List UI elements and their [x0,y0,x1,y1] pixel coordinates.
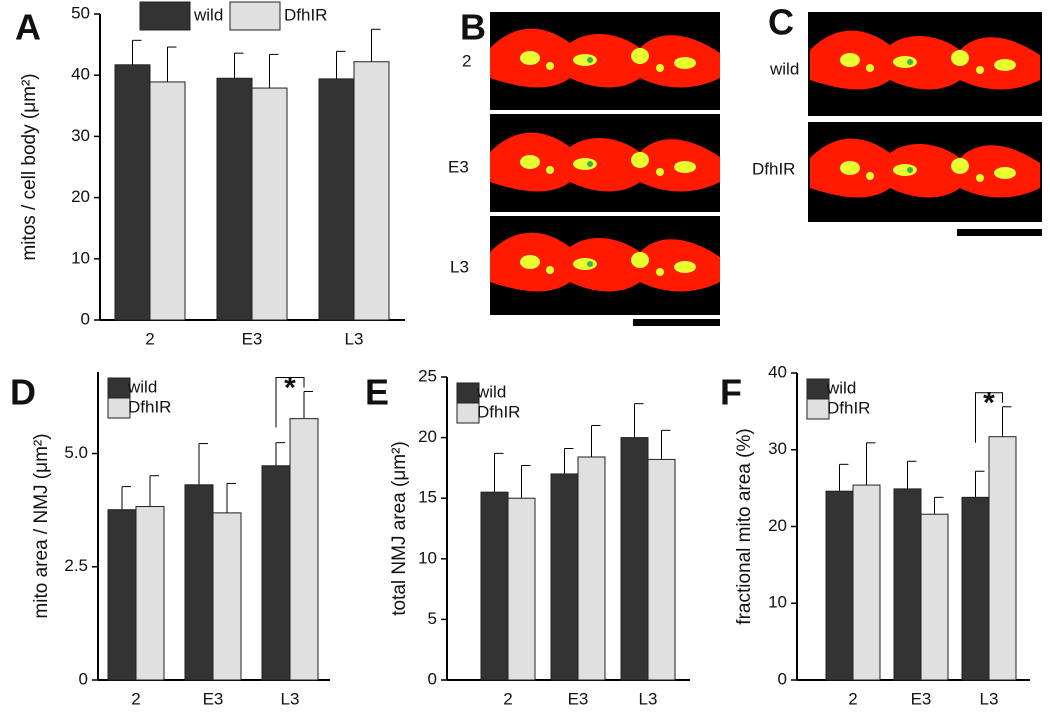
bar [620,437,649,681]
bar [251,87,288,321]
x-tick-label: E3 [242,329,263,348]
bar [107,509,137,681]
bar [289,418,319,681]
y-tick-label: 2.5 [64,556,88,575]
legend-label: wild [193,5,223,24]
bar [647,458,676,681]
bar [507,497,536,681]
bar [480,491,509,681]
y-tick-label: 10 [768,593,787,612]
significance-bracket [975,392,1003,443]
legend-swatch [107,397,131,419]
image-label: L3 [450,257,469,276]
legend-swatch [456,382,480,404]
y-tick-label: 40 [768,362,787,381]
legend-label: wild [127,377,157,396]
panel-letter: B [460,7,486,48]
bar [318,78,355,321]
image-panel-c [808,12,1042,236]
y-axis-label: mito area / NMJ (μm²) [31,433,52,618]
bar [212,512,242,681]
significance-marker: * [983,387,995,420]
legend-swatch [806,378,830,400]
x-tick-label: 2 [503,689,512,708]
y-tick-label: 20 [71,187,90,206]
bar [988,436,1017,681]
bar [149,81,186,321]
legend-label: DfhIR [128,397,171,416]
y-axis-label: mitos / cell body (μm²) [19,73,40,260]
bar [577,456,606,681]
y-tick-label: 50 [71,3,90,22]
y-tick-label: 5 [428,609,437,628]
panel-letter: A [15,7,41,48]
bar [825,490,854,681]
legend-swatch [107,377,131,399]
y-tick-label: 20 [418,427,437,446]
y-tick-label: 40 [71,65,90,84]
bar [114,64,151,321]
y-tick-label: 20 [768,516,787,535]
bar [961,496,990,681]
significance-marker: * [284,371,296,404]
significance-bracket [275,376,305,428]
legend-swatch [229,1,281,31]
x-tick-label: 2 [145,329,154,348]
y-tick-label: 30 [768,439,787,458]
x-tick-label: L3 [281,689,300,708]
legend-label: DfhIR [477,402,520,421]
x-tick-label: 2 [848,689,857,708]
y-tick-label: 0 [79,669,88,688]
bar [184,484,214,681]
bar [261,465,291,681]
image-label: 2 [462,51,471,70]
y-tick-label: 25 [418,366,437,385]
x-tick-label: E3 [203,689,224,708]
image-label: E3 [448,157,469,176]
x-tick-label: E3 [911,689,932,708]
bar [920,513,949,681]
x-tick-label: L3 [980,689,999,708]
legend-label: wild [476,382,506,401]
y-tick-label: 10 [71,248,90,267]
y-axis-label: total NMJ area (μm²) [389,441,410,616]
legend-swatch [806,398,830,420]
x-tick-label: E3 [568,689,589,708]
panel-letter: E [365,372,389,413]
x-tick-label: 2 [131,689,140,708]
y-tick-label: 10 [418,548,437,567]
y-axis-label: fractional mito area (%) [734,428,755,624]
bar [353,61,390,321]
panel-letter: D [10,372,36,413]
bar [893,488,922,681]
y-tick-label: 30 [71,126,90,145]
image-label: DfhIR [752,159,795,178]
image-label: wild [769,59,799,78]
legend-label: DfhIR [284,5,327,24]
bar [135,506,165,681]
image-panel-b [490,12,720,326]
y-tick-label: 15 [418,488,437,507]
bar [216,77,253,321]
legend-swatch [456,402,480,424]
y-tick-label: 0 [428,669,437,688]
legend-label: wild [826,378,856,397]
x-tick-label: L3 [639,689,658,708]
legend-swatch [139,1,191,31]
panel-letter: F [720,372,742,413]
y-tick-label: 5.0 [64,443,88,462]
bar [852,484,881,681]
panel-letter: C [768,2,794,43]
y-tick-label: 0 [81,309,90,328]
legend-label: DfhIR [827,398,870,417]
y-tick-label: 0 [778,669,787,688]
x-tick-label: L3 [345,329,364,348]
bar [550,473,579,681]
